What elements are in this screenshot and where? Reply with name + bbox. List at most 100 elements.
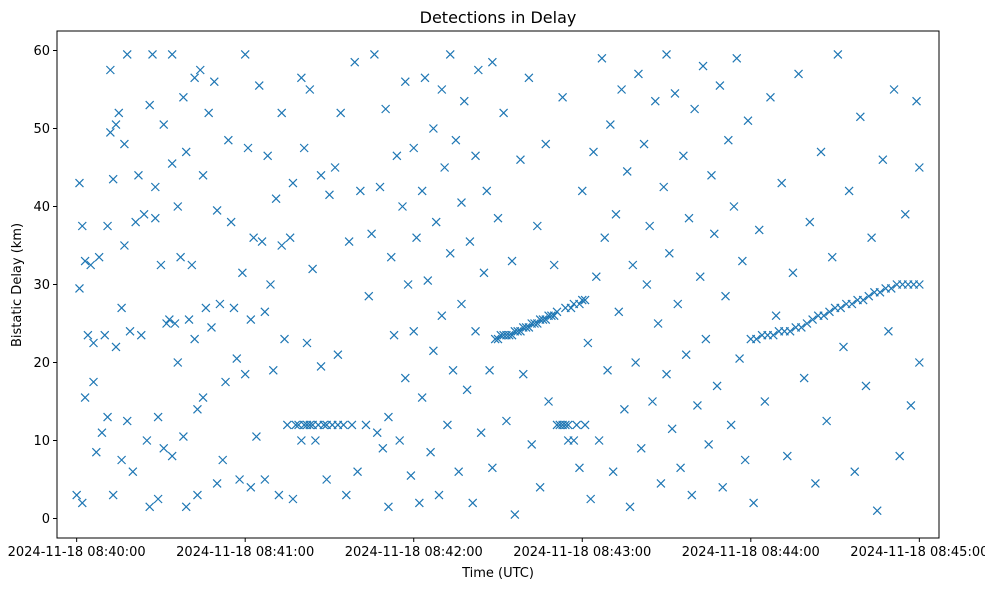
data-point — [687, 490, 697, 500]
data-point — [552, 307, 562, 317]
data-point — [325, 190, 334, 200]
data-point — [296, 73, 306, 83]
data-point — [434, 490, 444, 500]
data-point — [178, 92, 188, 102]
data-point — [546, 311, 556, 321]
data-point — [605, 120, 615, 130]
data-point — [577, 186, 587, 196]
data-point — [428, 124, 438, 133]
data-point — [513, 326, 523, 336]
data-point — [631, 358, 641, 367]
y-axis: 0 10 20 30 40 50 60 — [33, 44, 57, 527]
data-point — [167, 451, 177, 461]
data-point — [173, 202, 183, 211]
data-point — [417, 186, 427, 196]
data-point — [190, 334, 200, 344]
data-point — [119, 139, 129, 149]
data-point — [771, 311, 781, 321]
data-point — [825, 307, 834, 317]
data-point — [819, 311, 829, 321]
data-point — [906, 400, 916, 410]
data-point — [575, 299, 584, 309]
y-tick-label: 30 — [33, 278, 50, 293]
x-tick-label: 2024-11-18 08:45:00 — [850, 545, 985, 560]
data-point — [384, 502, 393, 512]
x-tick-label: 2024-11-18 08:42:00 — [345, 545, 483, 560]
data-point — [355, 186, 365, 196]
data-point — [850, 467, 860, 477]
data-point — [471, 326, 480, 336]
x-axis: 2024-11-18 08:40:00 2024-11-18 08:41:00 20… — [8, 538, 985, 560]
data-point — [218, 455, 228, 465]
data-point — [603, 365, 612, 375]
data-point — [372, 428, 382, 438]
y-tick-label: 40 — [33, 200, 50, 215]
data-point — [243, 143, 253, 153]
data-point — [235, 475, 245, 484]
data-point — [782, 451, 792, 461]
data-point — [569, 436, 579, 445]
data-point — [257, 237, 267, 247]
data-point — [732, 53, 742, 63]
data-point — [131, 217, 141, 227]
x-tick-label: 2024-11-18 08:41:00 — [176, 545, 314, 560]
data-point — [591, 272, 601, 282]
data-point — [204, 108, 214, 118]
data-point — [678, 151, 688, 161]
data-point — [681, 350, 691, 360]
data-point — [479, 268, 489, 278]
data-point — [580, 420, 590, 430]
y-tick-label: 0 — [42, 512, 50, 527]
data-point — [777, 178, 787, 188]
data-point — [847, 299, 857, 309]
data-point — [103, 221, 112, 231]
data-point — [457, 299, 466, 309]
data-point — [737, 256, 747, 266]
data-point — [471, 151, 480, 161]
data-point — [412, 233, 421, 243]
data-point — [159, 443, 169, 453]
data-point — [221, 377, 230, 387]
data-point — [148, 49, 157, 59]
data-point — [676, 463, 686, 473]
data-point — [119, 241, 129, 250]
data-point — [274, 490, 284, 500]
data-point — [636, 443, 646, 453]
data-point — [232, 354, 242, 364]
data-point — [664, 248, 674, 258]
data-point — [145, 502, 155, 512]
data-point — [816, 147, 826, 157]
data-point — [611, 209, 621, 219]
data-point — [462, 385, 472, 395]
data-point — [437, 85, 447, 94]
data-point — [159, 120, 169, 130]
data-point — [634, 69, 643, 79]
data-point — [487, 57, 497, 67]
data-point — [156, 260, 166, 270]
data-point — [316, 361, 326, 371]
data-point — [443, 420, 452, 430]
data-point — [164, 315, 174, 325]
data-point — [535, 482, 545, 492]
data-point — [575, 463, 584, 473]
data-point — [440, 163, 450, 172]
data-point — [516, 326, 525, 336]
data-point — [864, 291, 874, 301]
data-point — [532, 221, 542, 231]
data-point — [223, 135, 233, 145]
data-point — [215, 299, 225, 309]
data-point — [662, 369, 671, 379]
data-point — [707, 170, 716, 180]
data-point — [108, 490, 118, 500]
data-point — [549, 311, 559, 321]
chart-title: Detections in Delay — [420, 8, 577, 27]
data-point — [336, 108, 346, 118]
data-point — [735, 354, 744, 364]
data-point — [125, 326, 135, 336]
data-point — [875, 287, 885, 297]
data-point — [134, 170, 143, 180]
data-point — [91, 447, 101, 457]
data-point — [162, 319, 171, 328]
data-point — [341, 490, 351, 500]
data-point — [178, 432, 188, 442]
